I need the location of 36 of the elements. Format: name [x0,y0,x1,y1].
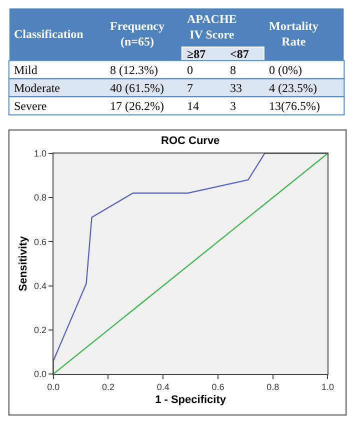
y-tick-label: 0.4 [34,280,47,291]
x-tick-label: 0.0 [47,382,60,392]
text: 3 [230,99,236,113]
category-label: ≥87 [187,47,206,61]
text: 4 (23.5%) [269,81,317,95]
text: 8 [230,63,236,77]
text: 40 (61.5%) [110,81,164,95]
x-tick-label: 0.2 [102,382,114,392]
text: 0 [187,63,193,77]
category-label: Mild [14,63,38,77]
chart-title: ROC Curve [161,135,220,147]
text: 0 (0%) [269,63,302,77]
text: 8 (12.3%) [110,63,158,77]
y-tick-label: 1.0 [34,148,47,159]
text: 17 (26.2%) [110,99,164,113]
y-axis-title: Sensitivity [18,235,30,292]
y-tick-label: 0.0 [34,369,47,380]
category-label: Severe [14,99,47,113]
text: 33 [230,81,242,95]
y-tick-label: 0.6 [34,236,47,247]
x-tick-label: 0.8 [266,382,280,392]
category-label: Moderate [14,81,60,95]
category-label: <87 [230,47,249,61]
category-label: Frequency (n=65) [110,19,164,49]
text: 14 [187,99,199,113]
x-tick-label: 0.4 [156,382,170,392]
text: 7 [187,81,193,95]
x-tick-label: 0.6 [212,382,224,392]
text: APACHE IV Score [187,12,237,42]
x-tick-label: 1.0 [321,382,334,392]
text: 13(76.5%) [269,99,320,113]
category-label: Mortality Rate [269,19,318,49]
y-tick-label: 0.8 [34,192,47,203]
y-tick-label: 0.2 [34,325,47,336]
text: Classification [14,27,84,41]
x-axis-title: 1 - Specificity [155,394,227,406]
